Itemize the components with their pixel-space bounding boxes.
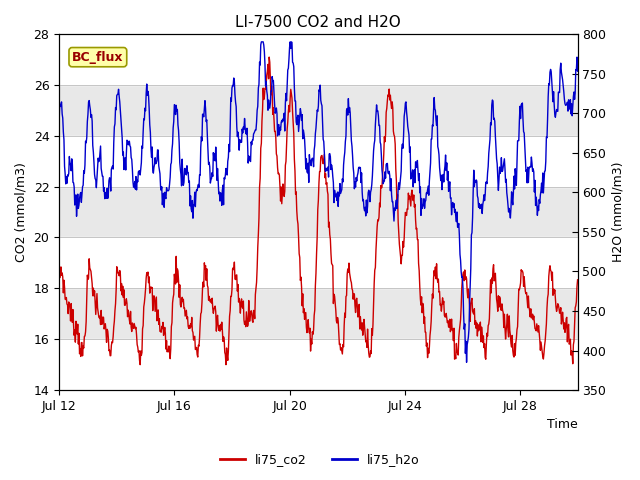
Y-axis label: CO2 (mmol/m3): CO2 (mmol/m3) xyxy=(15,162,28,262)
Bar xyxy=(59,34,577,85)
Bar xyxy=(59,339,577,390)
Y-axis label: H2O (mmol/m3): H2O (mmol/m3) xyxy=(612,162,625,262)
Bar xyxy=(59,136,577,187)
Title: LI-7500 CO2 and H2O: LI-7500 CO2 and H2O xyxy=(236,15,401,30)
Text: BC_flux: BC_flux xyxy=(72,51,124,64)
Bar xyxy=(59,238,577,288)
X-axis label: Time: Time xyxy=(547,419,577,432)
Legend: li75_co2, li75_h2o: li75_co2, li75_h2o xyxy=(215,448,425,471)
